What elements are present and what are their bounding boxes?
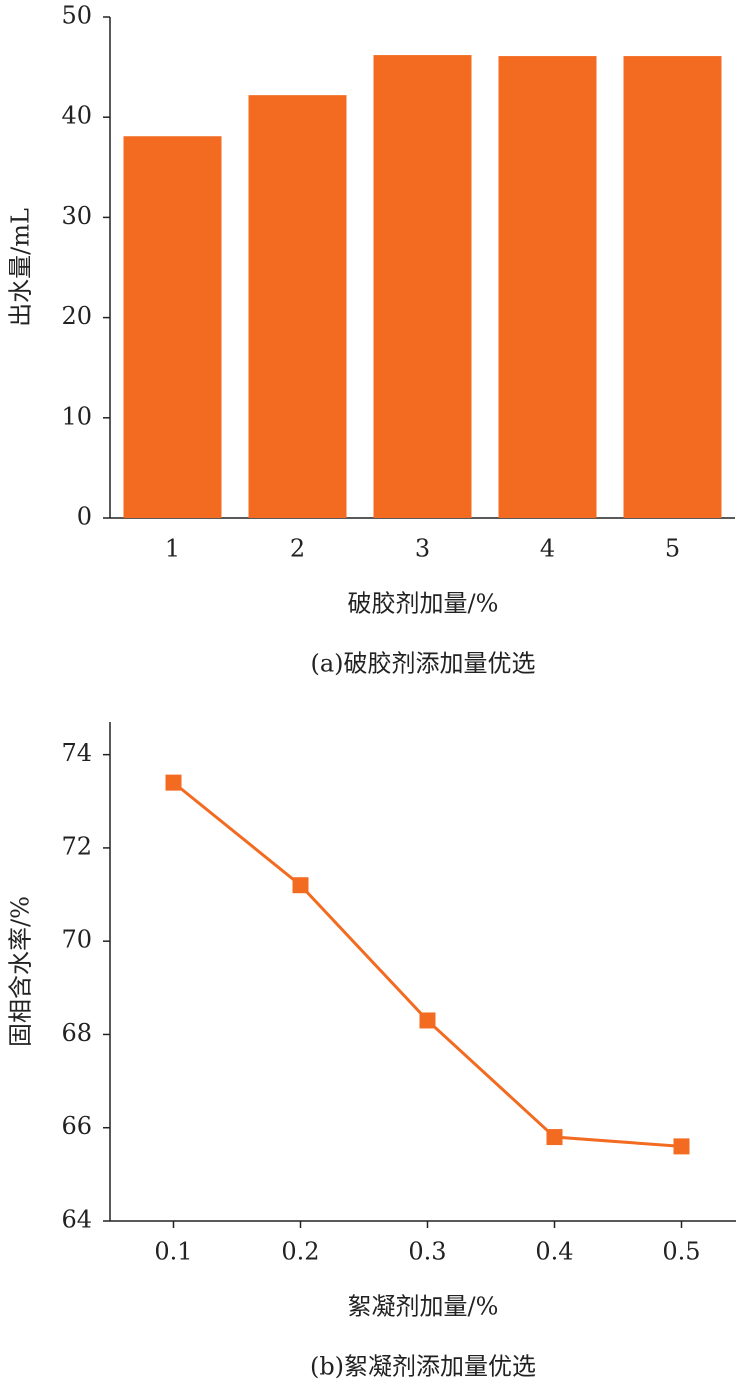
x-tick-label: 0.5 — [662, 1238, 700, 1266]
x-tick-label: 1 — [165, 535, 180, 563]
x-tick-label: 4 — [540, 535, 555, 563]
y-axis-label: 出水量/mL — [7, 208, 35, 327]
y-tick-label: 30 — [61, 202, 92, 230]
caption: (a)破胶剂添加量优选 — [310, 650, 535, 678]
x-axis-label: 絮凝剂加量/% — [348, 1293, 499, 1321]
x-tick-label: 5 — [665, 535, 680, 563]
x-tick-label: 0.2 — [281, 1238, 319, 1266]
x-tick-label: 2 — [290, 535, 305, 563]
line — [172, 781, 682, 1148]
x-tick-label: 0.4 — [535, 1238, 573, 1266]
bar — [623, 56, 722, 518]
y-tick-label: 0 — [77, 503, 92, 531]
y-tick-label: 70 — [61, 926, 92, 954]
x-tick-label: 0.1 — [154, 1238, 192, 1266]
caption: (b)絮凝剂添加量优选 — [310, 1353, 536, 1381]
y-tick-label: 40 — [61, 102, 92, 130]
marker — [419, 1012, 436, 1029]
bar — [373, 55, 472, 519]
y-tick-label: 64 — [61, 1206, 92, 1234]
y-tick-label: 10 — [61, 402, 92, 430]
marker — [165, 774, 182, 791]
y-tick-label: 20 — [61, 302, 92, 330]
y-axis-label: 固相含水率/% — [7, 896, 35, 1047]
marker — [673, 1138, 690, 1155]
x-axis-label: 破胶剂加量/% — [348, 590, 499, 618]
marker — [292, 877, 309, 894]
y-tick-label: 74 — [61, 739, 92, 767]
x-tick-label: 3 — [415, 535, 430, 563]
bar — [123, 136, 222, 518]
y-tick-label: 50 — [61, 2, 92, 30]
bar — [248, 95, 347, 518]
marker — [546, 1129, 563, 1146]
bar — [498, 56, 597, 518]
x-tick-label: 0.3 — [408, 1238, 446, 1266]
y-tick-label: 72 — [61, 832, 92, 860]
y-tick-label: 68 — [61, 1019, 92, 1047]
y-tick-label: 66 — [61, 1112, 92, 1140]
